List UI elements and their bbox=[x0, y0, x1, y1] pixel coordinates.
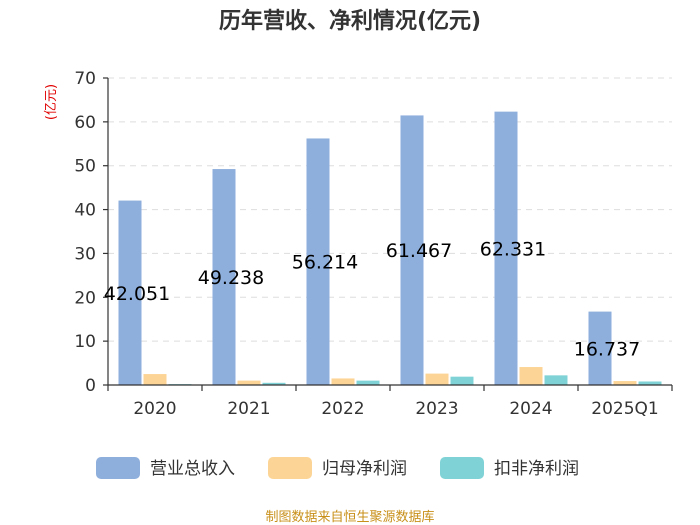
grid-lines bbox=[108, 77, 672, 342]
data-label: 42.051 bbox=[104, 283, 170, 305]
x-tick-label: 2025Q1 bbox=[591, 399, 658, 419]
data-labels: 42.051 49.238 56.214 61.467 62.331 16.737 bbox=[104, 238, 640, 360]
x-tick-label: 2021 bbox=[227, 399, 270, 419]
legend: 营业总收入 归母净利润 扣非净利润 bbox=[96, 457, 579, 479]
bar-deducted-profit-2023 bbox=[450, 376, 474, 385]
y-axis-label: (亿元) bbox=[44, 84, 59, 120]
bar-net-profit-2020 bbox=[143, 374, 167, 385]
y-tick-label: 60 bbox=[74, 113, 96, 133]
data-label: 56.214 bbox=[292, 252, 358, 274]
bars bbox=[118, 111, 662, 386]
x-tick-label: 2022 bbox=[321, 399, 364, 419]
bar-revenue-2024 bbox=[494, 111, 518, 386]
bar-net-profit-2022 bbox=[331, 378, 355, 385]
bar-revenue-2023 bbox=[400, 115, 424, 385]
y-tick-label: 10 bbox=[74, 332, 96, 352]
bar-revenue-2021 bbox=[212, 169, 236, 385]
bar-revenue-2020 bbox=[118, 200, 142, 385]
legend-label: 营业总收入 bbox=[150, 459, 235, 479]
y-tick-label: 70 bbox=[74, 69, 96, 89]
y-tick-label: 20 bbox=[74, 288, 96, 308]
data-label: 61.467 bbox=[386, 240, 452, 262]
legend-swatch bbox=[96, 457, 140, 479]
bar-deducted-profit-2022 bbox=[356, 380, 380, 385]
data-label: 49.238 bbox=[198, 267, 264, 289]
legend-swatch bbox=[268, 457, 312, 479]
x-tick-label: 2024 bbox=[509, 399, 552, 419]
bar-deducted-profit-2025Q1 bbox=[638, 381, 662, 385]
y-tick-label: 30 bbox=[74, 244, 96, 264]
source-note: 制图数据来自恒生聚源数据库 bbox=[265, 509, 434, 525]
chart-title: 历年营收、净利情况(亿元) bbox=[219, 8, 481, 34]
bar-net-profit-2025Q1 bbox=[613, 381, 637, 385]
legend-label: 归母净利润 bbox=[322, 459, 407, 479]
y-tick-label: 0 bbox=[85, 376, 96, 396]
x-tick-label: 2020 bbox=[133, 399, 176, 419]
bar-net-profit-2024 bbox=[519, 367, 543, 385]
y-tick-label: 50 bbox=[74, 157, 96, 177]
bar-revenue-2025Q1 bbox=[588, 311, 612, 385]
legend-label: 扣非净利润 bbox=[494, 459, 579, 479]
legend-swatch bbox=[440, 457, 484, 479]
bar-revenue-2022 bbox=[306, 138, 330, 385]
bar-net-profit-2023 bbox=[425, 373, 449, 385]
data-label: 62.331 bbox=[480, 238, 546, 260]
bar-deducted-profit-2024 bbox=[544, 375, 568, 385]
bar-deducted-profit-2021 bbox=[262, 382, 286, 385]
x-axis: 2020 2021 2022 2023 2024 2025Q1 bbox=[107, 384, 673, 419]
y-axis: 0 10 20 30 40 50 60 70 bbox=[74, 69, 109, 396]
data-label: 16.737 bbox=[574, 338, 640, 360]
y-tick-label: 40 bbox=[74, 201, 96, 221]
bar-net-profit-2021 bbox=[237, 380, 261, 385]
x-tick-label: 2023 bbox=[415, 399, 458, 419]
